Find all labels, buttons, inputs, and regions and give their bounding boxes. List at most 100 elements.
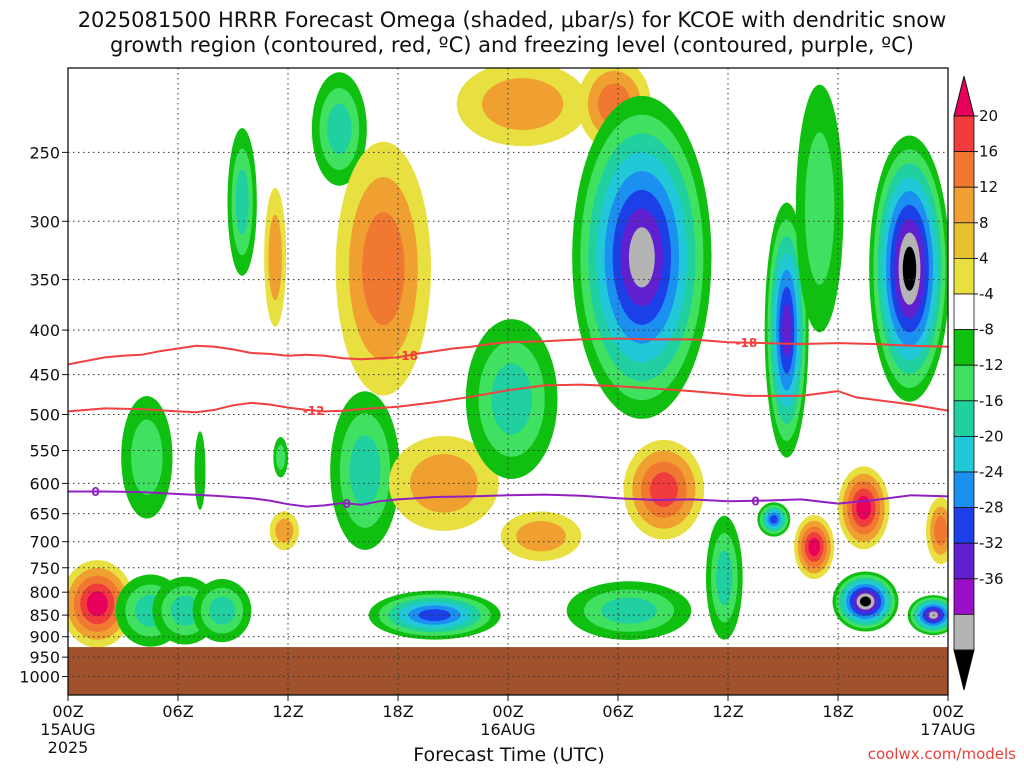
- contour-label--18-0: -18: [396, 349, 418, 363]
- x-tick-label-h0: 00Z: [52, 702, 83, 721]
- colorbar-segment-1: [953, 151, 975, 188]
- colorbar-label-0: 20: [979, 107, 998, 125]
- colorbar-label-12: -32: [979, 534, 1004, 552]
- omega-blob-26-level-20: [856, 495, 872, 520]
- colorbar-segment-13: [953, 578, 975, 615]
- contour-label--18-1: -18: [735, 336, 757, 350]
- omega-colorbar: 20 16 12 8 4 -4 -8 -12 -16 -20 -24 -28 -32 -36: [953, 75, 1004, 691]
- contour-line--12: [68, 383, 948, 414]
- colorbar-segment-0: [953, 115, 975, 152]
- colorbar-label-11: -28: [979, 499, 1004, 517]
- omega-blob-28-level-m36: [902, 246, 917, 291]
- y-tick-label-350: 350: [29, 271, 60, 290]
- y-tick-label-400: 400: [29, 321, 60, 340]
- y-tick-label-550: 550: [29, 442, 60, 461]
- contour-label-0-1: 0: [342, 497, 350, 511]
- colorbar-label-1: 16: [979, 143, 998, 161]
- colorbar-label-5: -4: [979, 285, 994, 303]
- ground-below-surface: [68, 647, 948, 695]
- omega-blob-13-level-m24: [418, 609, 451, 622]
- colorbar-label-7: -12: [979, 356, 1004, 374]
- x-tick-label-h6: 06Z: [162, 702, 193, 721]
- omega-blob-20-level-m32: [628, 227, 655, 288]
- omega-blob-0-level-20: [86, 591, 108, 617]
- omega-blob-8-level-8: [275, 518, 294, 543]
- y-tick-label-950: 950: [29, 648, 60, 667]
- x-tick-date-h24: 16AUG: [480, 720, 535, 739]
- contour-labels: -18 -18 -12 0 0 0: [91, 336, 759, 511]
- colorbar-segment-3: [953, 222, 975, 259]
- y-tick-label-450: 450: [29, 366, 60, 385]
- x-tick-label-h30: 06Z: [602, 702, 633, 721]
- x-tick-label-h48: 00Z: [932, 702, 963, 721]
- colorbar-label-4: 4: [979, 249, 989, 267]
- omega-blob-12-level-m12: [349, 435, 381, 506]
- chart-title-line-2: growth region (contoured, red, ºC) and f…: [110, 33, 914, 57]
- colorbar-label-13: -36: [979, 570, 1004, 588]
- y-tick-label-750: 750: [29, 559, 60, 578]
- omega-blob-25-level-20: [808, 537, 820, 557]
- x-tick-date-h48: 17AUG: [920, 720, 975, 739]
- omega-blob-31-level-12: [934, 515, 948, 546]
- colorbar-label-8: -16: [979, 392, 1004, 410]
- temperature-contours: [68, 337, 948, 508]
- omega-blob-22-level-m12: [716, 550, 733, 606]
- omega-blob-3-level-m12: [208, 596, 236, 625]
- contour-label-0-0: 0: [91, 485, 99, 499]
- contour-label--12-0: -12: [303, 404, 325, 418]
- colorbar-label-2: 12: [979, 178, 998, 196]
- colorbar-segment-7: [953, 364, 975, 402]
- omega-blob-11-level-12: [362, 212, 405, 326]
- colorbar-segment-4: [953, 257, 975, 295]
- colorbar-segment-11: [953, 507, 975, 544]
- omega-blob-21-level-16: [649, 472, 678, 507]
- colorbar-segment-9: [953, 435, 975, 473]
- x-tick-label-h12: 12Z: [272, 702, 303, 721]
- colorbar-top-arrow: [953, 75, 975, 117]
- omega-blob-5-level-m4: [194, 431, 206, 510]
- colorbar-segment-8: [953, 400, 975, 437]
- x-tick-year-h0: 2025: [48, 738, 89, 757]
- x-tick-label-h18: 18Z: [382, 702, 413, 721]
- y-tick-label-250: 250: [29, 143, 60, 162]
- chart-title-line-1: 2025081500 HRRR Forecast Omega (shaded, …: [77, 8, 947, 32]
- omega-blob-27-level-m8: [805, 132, 835, 285]
- omega-blob-16-level-8: [516, 521, 566, 552]
- omega-blob-6-level-m12: [235, 169, 249, 235]
- colorbar-label-9: -20: [979, 427, 1004, 445]
- colorbar-label-6: -8: [979, 321, 994, 339]
- y-tick-label-850: 850: [29, 606, 60, 625]
- colorbar-segment-6: [953, 329, 975, 366]
- colorbar-segment-5: [953, 293, 975, 330]
- contour-line--18: [68, 337, 948, 366]
- y-tick-label-900: 900: [29, 628, 60, 647]
- colorbar-segment-2: [953, 186, 975, 224]
- y-tick-label-600: 600: [29, 474, 60, 493]
- y-tick-label-650: 650: [29, 505, 60, 524]
- x-axis-label: Forecast Time (UTC): [413, 744, 605, 766]
- omega-blob-15-level-8: [482, 78, 564, 130]
- grid-lines: [67, 68, 949, 695]
- contour-label-0-2: 0: [751, 494, 759, 508]
- x-tick-label-h24: 00Z: [492, 702, 523, 721]
- omega-blob-4-level-m8: [131, 419, 163, 496]
- colorbar-segment-10: [953, 471, 975, 508]
- credit-link[interactable]: coolwx.com/models: [867, 745, 1016, 763]
- y-tick-label-700: 700: [29, 533, 60, 552]
- colorbar-label-10: -24: [979, 463, 1004, 481]
- omega-blob-10-level-m12: [327, 103, 352, 155]
- omega-blob-29-level-m36: [860, 596, 871, 607]
- colorbar-label-3: 8: [979, 214, 989, 232]
- omega-blob-24-level-m24: [769, 515, 778, 524]
- chart-title: 2025081500 HRRR Forecast Omega (shaded, …: [0, 8, 1024, 58]
- omega-blob-7-level-8: [268, 214, 282, 301]
- x-tick-date-h0: 15AUG: [40, 720, 95, 739]
- colorbar-bottom-arrow: [953, 649, 975, 691]
- omega-blob-9-level-m8: [276, 444, 286, 470]
- contour-line-0: [68, 490, 948, 508]
- x-tick-label-h36: 12Z: [712, 702, 743, 721]
- y-tick-label-300: 300: [29, 212, 60, 231]
- colorbar-segment-12: [953, 542, 975, 580]
